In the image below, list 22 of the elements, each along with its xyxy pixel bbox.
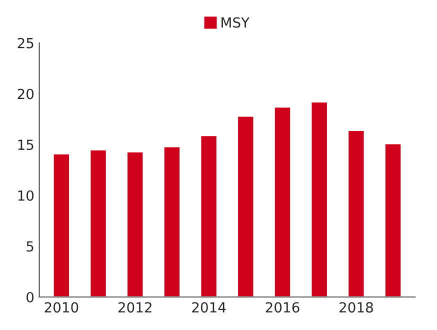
bar: [200, 134, 218, 297]
x-tick-label: 2014: [192, 302, 226, 313]
y-tick-label: 10: [18, 190, 34, 201]
x-tick-label: 2016: [266, 302, 300, 313]
bar: [52, 152, 70, 297]
bar: [89, 148, 108, 297]
bar: [347, 130, 366, 297]
bar: [310, 101, 328, 297]
y-tick-label: 20: [18, 88, 34, 100]
legend-label: MSY: [222, 17, 250, 28]
bar: [384, 142, 402, 297]
y-tick-label: 0: [26, 292, 34, 302]
bar: [274, 106, 292, 297]
x-tick-label: 2010: [44, 302, 78, 313]
y-tick-label: 15: [18, 140, 34, 150]
bar: [126, 150, 144, 297]
y-tick-label: 25: [18, 38, 34, 48]
y-tick-label: 5: [26, 241, 34, 252]
bar: [236, 115, 255, 297]
x-tick-label: 2018: [340, 302, 373, 313]
x-tick-label: 2012: [118, 302, 152, 313]
bar: [162, 146, 181, 297]
